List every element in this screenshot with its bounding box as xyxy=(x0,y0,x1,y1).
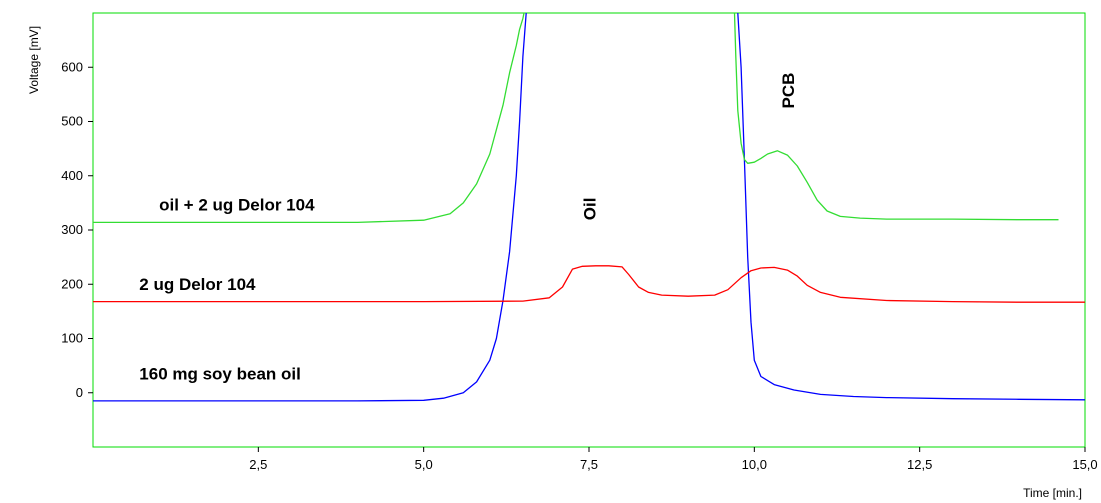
y-tick-label: 600 xyxy=(61,59,83,74)
x-axis-title: Time [min.] xyxy=(1023,486,1082,500)
series-line-160-mg-soy-bean-oil xyxy=(93,13,1085,402)
y-tick-label: 200 xyxy=(61,276,83,291)
series-line-oil-2-ug-delor-104 xyxy=(93,13,1059,224)
x-tick-label: 7,5 xyxy=(580,457,598,472)
y-tick-label: 0 xyxy=(76,385,83,400)
annotation-2-ug-delor-104: 2 ug Delor 104 xyxy=(139,275,256,294)
y-tick-label: 300 xyxy=(61,222,83,237)
x-tick-label: 10,0 xyxy=(742,457,767,472)
annotation-160-mg-soy-bean-oil: 160 mg soy bean oil xyxy=(139,365,301,384)
annotation-pcb: PCB xyxy=(779,73,798,109)
series-line-2-ug-delor-104 xyxy=(93,265,1085,303)
y-tick-label: 100 xyxy=(61,331,83,346)
series-layer xyxy=(93,13,1085,402)
x-tick-label: 2,5 xyxy=(249,457,267,472)
axes-layer: Voltage [mV] Time [min.] 0 100 200 300 400 50… xyxy=(27,26,1098,500)
annotation-oil: Oil xyxy=(581,198,600,221)
y-tick-label: 400 xyxy=(61,168,83,183)
y-axis-title: Voltage [mV] xyxy=(27,26,41,94)
y-tick-label: 500 xyxy=(61,114,83,129)
annotation-layer: oil + 2 ug Delor 104 2 ug Delor 104 160 mg… xyxy=(139,73,798,384)
x-tick-label: 5,0 xyxy=(415,457,433,472)
x-tick-label: 12,5 xyxy=(907,457,932,472)
x-tick-label: 15,0 xyxy=(1072,457,1097,472)
annotation-oil-2-ug-delor-104: oil + 2 ug Delor 104 xyxy=(159,195,315,214)
